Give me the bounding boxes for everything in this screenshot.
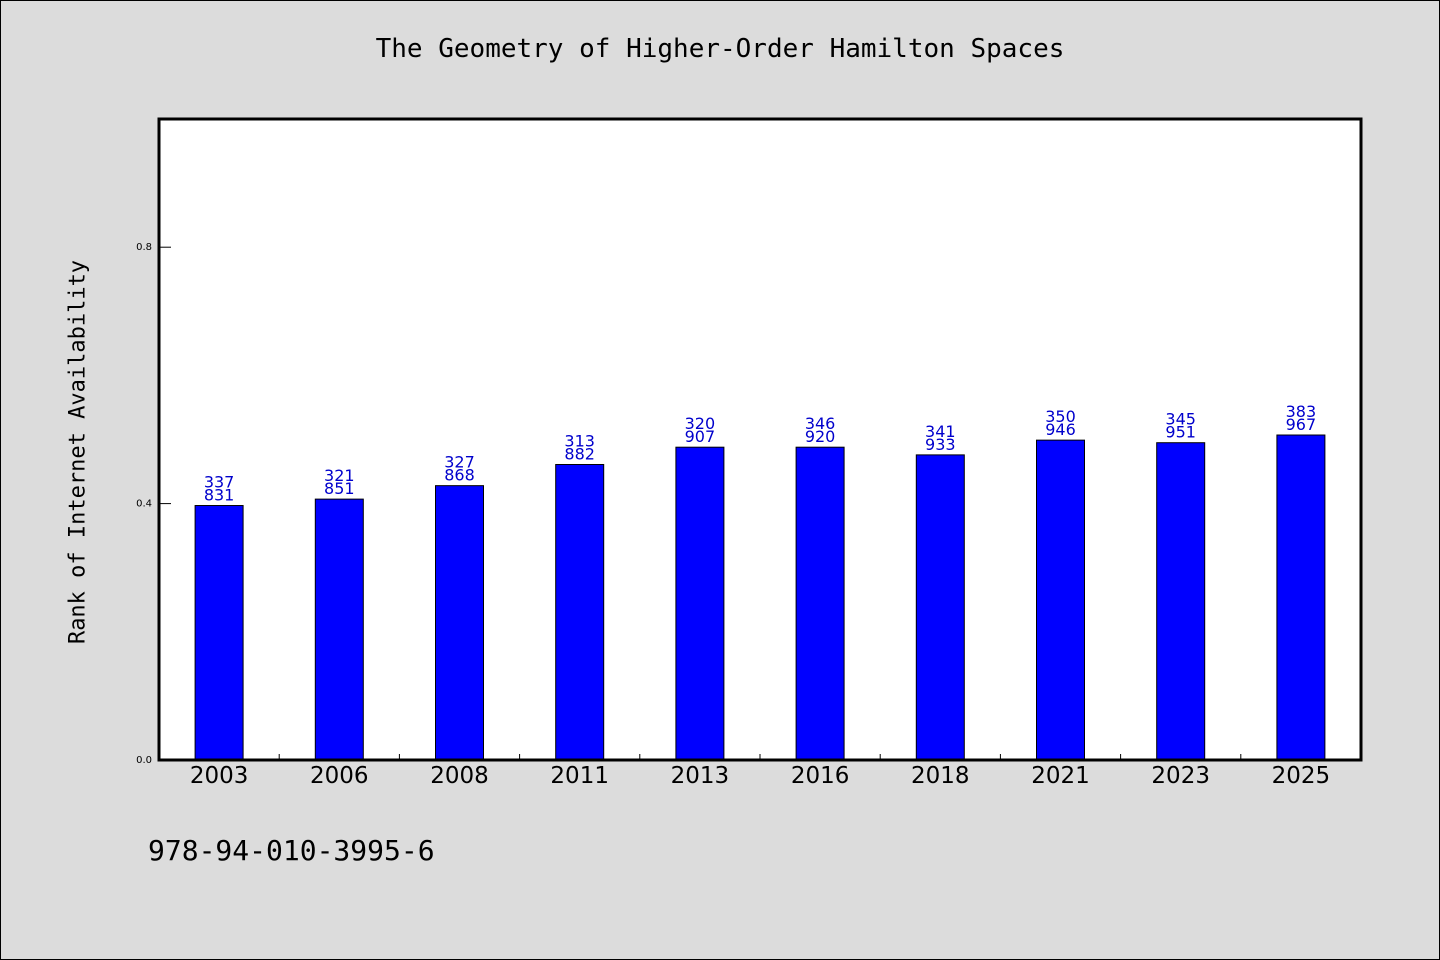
data-label-bottom: 868: [444, 466, 475, 485]
data-label-top: 350: [1045, 407, 1076, 426]
data-label-top: 313: [564, 431, 595, 450]
x-category-label: 2008: [430, 763, 489, 789]
y-tick-label: 0.0: [136, 755, 152, 766]
data-label-top: 337: [204, 473, 235, 492]
bar-2013: [675, 446, 725, 761]
data-label-bottom: 951: [1165, 423, 1196, 442]
data-label-bottom: 907: [685, 427, 716, 446]
data-label-bottom: 933: [925, 435, 956, 454]
bar-2011: [555, 463, 605, 761]
bar-2003: [194, 505, 244, 761]
x-category-label: 2016: [791, 763, 850, 789]
x-category-label: 2003: [190, 763, 249, 789]
footer-identifier: 978-94-010-3995-6: [148, 834, 435, 867]
data-label-top: 327: [444, 453, 475, 472]
x-category-label: 2018: [911, 763, 970, 789]
data-label-bottom: 851: [324, 479, 355, 498]
bar-2023: [1156, 442, 1206, 761]
data-label-bottom: 882: [564, 444, 595, 463]
bar-2025: [1276, 434, 1326, 761]
data-label-bottom: 920: [805, 427, 836, 446]
data-label-top: 320: [685, 414, 716, 433]
data-label-bottom: 946: [1045, 420, 1076, 439]
chart-title: The Geometry of Higher-Order Hamilton Sp…: [375, 34, 1065, 64]
data-label-top: 383: [1286, 402, 1317, 421]
x-category-label: 2025: [1272, 763, 1331, 789]
data-label-top: 345: [1165, 410, 1196, 429]
x-category-label: 2006: [310, 763, 369, 789]
bar-2016: [795, 446, 845, 761]
bar-2006: [314, 498, 364, 761]
data-label-top: 341: [925, 422, 956, 441]
x-category-label: 2023: [1151, 763, 1210, 789]
data-label-top: 321: [324, 466, 355, 485]
data-label-top: 346: [805, 414, 836, 433]
y-tick-label: 0.4: [136, 499, 152, 510]
x-category-label: 2013: [671, 763, 730, 789]
data-label-bottom: 967: [1286, 415, 1317, 434]
x-category-label: 2021: [1031, 763, 1090, 789]
x-category-label: 2011: [550, 763, 609, 789]
bar-2018: [915, 454, 965, 761]
plot-border: [157, 117, 1363, 762]
bar-2008: [435, 485, 484, 761]
bar-2021: [1036, 439, 1085, 761]
y-tick-label: 0.8: [136, 242, 152, 253]
data-label-bottom: 831: [204, 486, 235, 505]
